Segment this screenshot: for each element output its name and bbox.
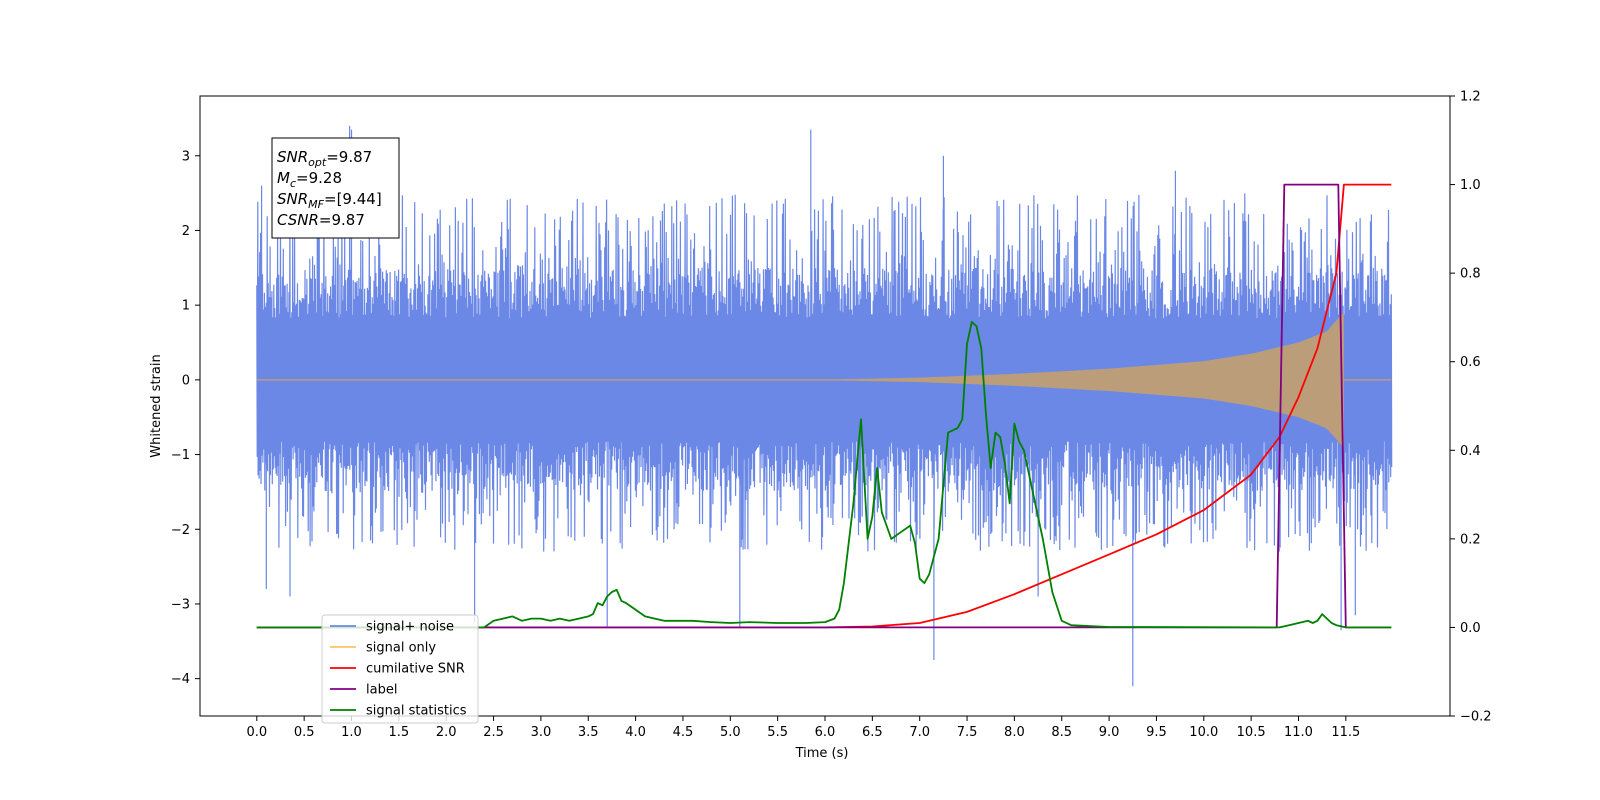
legend-label: signal only bbox=[366, 641, 436, 656]
y-right-tick-label: 0.0 bbox=[1460, 621, 1481, 636]
legend-frame bbox=[321, 614, 479, 724]
x-tick-label: 2.0 bbox=[436, 725, 457, 740]
x-tick-label: 3.5 bbox=[578, 725, 599, 740]
x-tick-label: 8.0 bbox=[1004, 725, 1025, 740]
x-axis: 0.0 0.5 1.0 1.5 2.0 2.5 3.0 3.5 4.0 4.5 5.0 5.5 6.0 6… bbox=[246, 716, 1360, 740]
annotation-line: SNRopt=9.87 bbox=[277, 148, 372, 169]
x-tick-label: 8.5 bbox=[1051, 725, 1072, 740]
y-left-tick-label: −3 bbox=[171, 597, 190, 612]
y-right-tick-label: 1.2 bbox=[1460, 90, 1481, 105]
x-tick-label: 2.5 bbox=[483, 725, 504, 740]
y-left-tick-label: −4 bbox=[171, 672, 190, 687]
plot-area bbox=[256, 125, 1393, 687]
x-tick-label: 0.0 bbox=[246, 725, 267, 740]
annotation-frame bbox=[271, 137, 400, 239]
x-tick-label: 1.0 bbox=[341, 725, 362, 740]
x-tick-label: 9.5 bbox=[1146, 725, 1167, 740]
x-axis-label: Time (s) bbox=[795, 746, 849, 761]
series-signal-statistics bbox=[256, 320, 1392, 629]
x-tick-label: 5.0 bbox=[720, 725, 741, 740]
x-tick-label: 11.0 bbox=[1284, 725, 1313, 740]
y-right-tick-label: 0.8 bbox=[1460, 267, 1481, 282]
x-tick-label: 1.5 bbox=[389, 725, 410, 740]
y-left-tick-label: −1 bbox=[171, 448, 190, 463]
y-left-tick-label: 0 bbox=[182, 373, 190, 388]
series-cumulative-snr bbox=[256, 183, 1392, 629]
x-tick-label: 9.0 bbox=[1099, 725, 1120, 740]
legend-label: cumilative SNR bbox=[366, 662, 465, 677]
x-tick-label: 7.5 bbox=[957, 725, 978, 740]
annotation-line: Mc=9.28 bbox=[277, 169, 342, 190]
y-right-tick-label: 1.0 bbox=[1460, 178, 1481, 193]
x-tick-label: 7.0 bbox=[909, 725, 930, 740]
legend: signal+ noise signal only cumilative SNR la… bbox=[321, 614, 479, 724]
series-signal-noise bbox=[256, 125, 1393, 687]
x-tick-label: 10.5 bbox=[1237, 725, 1266, 740]
y-right-tick-label: 0.4 bbox=[1460, 444, 1481, 459]
y-right-tick-label: 0.6 bbox=[1460, 355, 1481, 370]
annotation-line: CSNR=9.87 bbox=[277, 211, 365, 229]
x-tick-label: 5.5 bbox=[767, 725, 788, 740]
x-tick-label: 4.5 bbox=[673, 725, 694, 740]
y-axis-label: Whitened strain bbox=[149, 354, 164, 457]
x-tick-label: 6.0 bbox=[815, 725, 836, 740]
y-right-axis: 1.2 1.0 0.8 0.6 0.4 0.2 0.0 −0.2 bbox=[1450, 90, 1492, 725]
series-signal-only bbox=[843, 312, 1344, 448]
y-left-axis: 3 2 1 0 −1 −2 −3 −4 bbox=[171, 149, 200, 687]
y-right-tick-label: 0.2 bbox=[1460, 532, 1481, 547]
x-tick-label: 3.0 bbox=[531, 725, 552, 740]
y-right-tick-label: −0.2 bbox=[1460, 710, 1492, 725]
annotation-line: SNRMF=[9.44] bbox=[277, 190, 382, 211]
x-tick-label: 6.5 bbox=[862, 725, 883, 740]
y-left-tick-label: 1 bbox=[182, 299, 190, 314]
x-tick-label: 10.0 bbox=[1189, 725, 1218, 740]
y-left-tick-label: 2 bbox=[182, 224, 190, 239]
y-left-tick-label: 3 bbox=[182, 149, 190, 164]
legend-label: signal+ noise bbox=[366, 620, 454, 635]
x-tick-label: 0.5 bbox=[294, 725, 315, 740]
legend-label: signal statistics bbox=[366, 704, 467, 719]
y-left-tick-label: −2 bbox=[171, 523, 190, 538]
x-tick-label: 4.0 bbox=[625, 725, 646, 740]
x-tick-label: 11.5 bbox=[1331, 725, 1360, 740]
legend-label: label bbox=[366, 683, 397, 698]
